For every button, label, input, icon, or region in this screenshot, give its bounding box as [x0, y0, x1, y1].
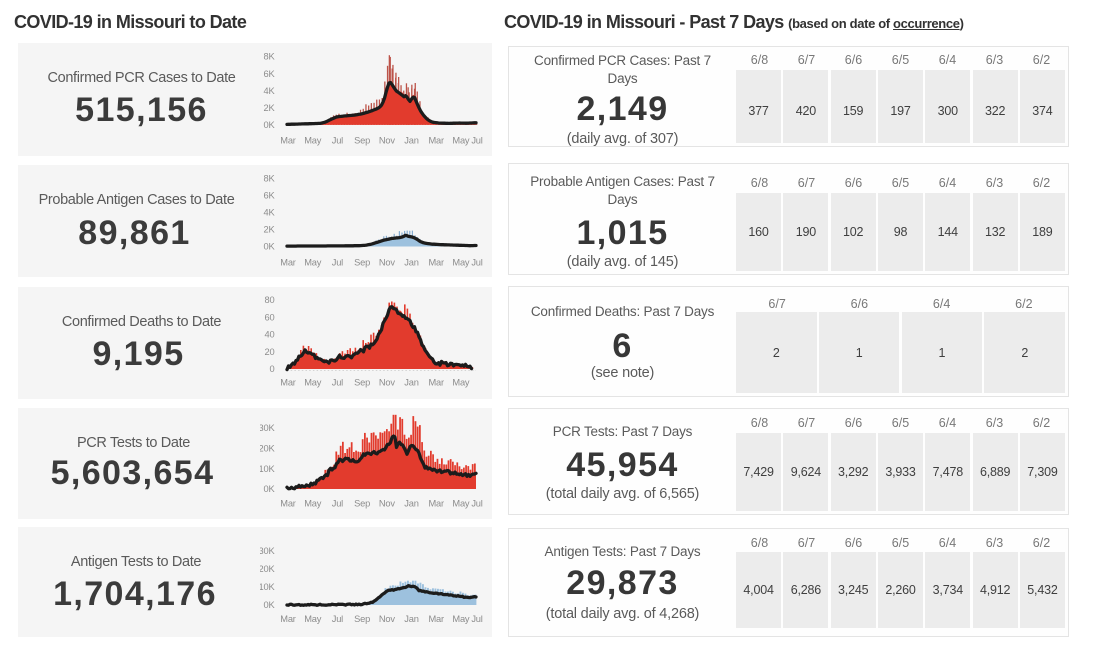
svg-text:May: May [452, 498, 470, 508]
svg-text:May: May [452, 377, 470, 387]
svg-text:80: 80 [265, 295, 275, 305]
svg-text:Mar: Mar [280, 135, 296, 145]
svg-text:Mar: Mar [280, 377, 296, 387]
svg-text:Jul: Jul [332, 135, 343, 145]
svg-text:Jul: Jul [471, 614, 482, 624]
svg-text:Jan: Jan [404, 377, 418, 387]
svg-text:Mar: Mar [280, 257, 296, 267]
svg-text:May: May [304, 377, 322, 387]
svg-text:Jul: Jul [471, 498, 482, 508]
svg-text:10K: 10K [260, 582, 275, 592]
svg-text:Nov: Nov [379, 135, 395, 145]
svg-text:Jul: Jul [471, 257, 482, 267]
svg-text:May: May [452, 257, 470, 267]
svg-text:Mar: Mar [428, 257, 444, 267]
svg-text:8K: 8K [264, 51, 276, 61]
svg-text:0: 0 [270, 364, 275, 374]
svg-text:20K: 20K [260, 564, 275, 574]
svg-text:Mar: Mar [280, 614, 296, 624]
svg-text:0K: 0K [264, 242, 276, 252]
svg-text:30K: 30K [260, 423, 275, 433]
svg-text:2K: 2K [264, 103, 276, 113]
svg-text:8K: 8K [264, 174, 276, 184]
svg-text:May: May [304, 614, 322, 624]
svg-text:Nov: Nov [379, 498, 395, 508]
svg-text:Sep: Sep [354, 257, 370, 267]
svg-text:May: May [304, 135, 322, 145]
svg-text:Mar: Mar [428, 614, 444, 624]
svg-text:Jul: Jul [332, 614, 343, 624]
svg-text:May: May [452, 614, 470, 624]
svg-text:Mar: Mar [428, 498, 444, 508]
svg-text:Sep: Sep [354, 498, 370, 508]
svg-text:Jan: Jan [404, 135, 418, 145]
svg-text:Jan: Jan [404, 498, 418, 508]
svg-text:0K: 0K [264, 120, 276, 130]
svg-text:0K: 0K [264, 484, 276, 494]
svg-text:Nov: Nov [379, 257, 395, 267]
svg-text:Mar: Mar [428, 135, 444, 145]
svg-text:Jul: Jul [332, 257, 343, 267]
svg-text:Mar: Mar [280, 498, 296, 508]
svg-text:Jul: Jul [332, 498, 343, 508]
svg-text:May: May [452, 135, 470, 145]
svg-text:Nov: Nov [379, 377, 395, 387]
svg-text:6K: 6K [264, 68, 276, 78]
svg-text:2K: 2K [264, 225, 276, 235]
svg-text:10K: 10K [260, 463, 275, 473]
svg-text:6K: 6K [264, 191, 276, 201]
svg-text:Sep: Sep [354, 135, 370, 145]
svg-text:20K: 20K [260, 443, 275, 453]
svg-text:Sep: Sep [354, 614, 370, 624]
svg-text:0K: 0K [264, 600, 276, 610]
svg-text:May: May [304, 498, 322, 508]
svg-text:30K: 30K [260, 546, 275, 556]
svg-text:May: May [304, 257, 322, 267]
svg-text:4K: 4K [264, 85, 276, 95]
svg-text:40: 40 [265, 329, 275, 339]
svg-text:60: 60 [265, 312, 275, 322]
svg-text:Jul: Jul [471, 135, 482, 145]
svg-text:20: 20 [265, 347, 275, 357]
svg-text:Sep: Sep [354, 377, 370, 387]
svg-text:Jan: Jan [404, 614, 418, 624]
svg-text:Jan: Jan [404, 257, 418, 267]
svg-text:Jul: Jul [332, 377, 343, 387]
svg-text:Mar: Mar [428, 377, 444, 387]
svg-text:4K: 4K [264, 208, 276, 218]
svg-text:Nov: Nov [379, 614, 395, 624]
